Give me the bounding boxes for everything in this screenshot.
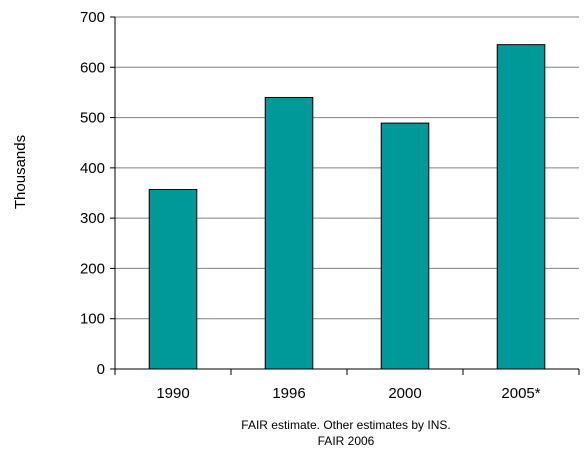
y-tick-label: 100	[80, 311, 105, 328]
bar-1996	[264, 96, 314, 370]
x-tick-label: 2000	[388, 385, 421, 402]
bar-2000	[380, 122, 430, 370]
y-tick-label: 500	[80, 110, 105, 127]
y-tick-labels: 0 100 200 300 400 500 600 700	[80, 9, 105, 378]
x-tick-label: 1990	[156, 385, 189, 402]
y-axis-title: Thousands	[12, 135, 29, 209]
footnote-line-1: FAIR estimate. Other estimates by INS.	[241, 418, 450, 432]
axes	[110, 16, 580, 375]
y-tick-label: 600	[80, 59, 105, 76]
bar-2005	[496, 44, 546, 370]
y-tick-label: 400	[80, 160, 105, 177]
footnote-line-2: FAIR 2006	[318, 434, 375, 448]
y-tick-label: 700	[80, 9, 105, 26]
y-tick-label: 300	[80, 210, 105, 227]
x-tick-label: 1996	[272, 385, 305, 402]
bar-1990	[148, 188, 198, 370]
x-tick-label: 2005*	[501, 385, 540, 402]
y-tick-label: 200	[80, 260, 105, 277]
y-tick-label: 0	[97, 361, 105, 378]
bars	[148, 44, 546, 370]
x-tick-labels: 1990 1996 2000 2005*	[156, 385, 540, 402]
